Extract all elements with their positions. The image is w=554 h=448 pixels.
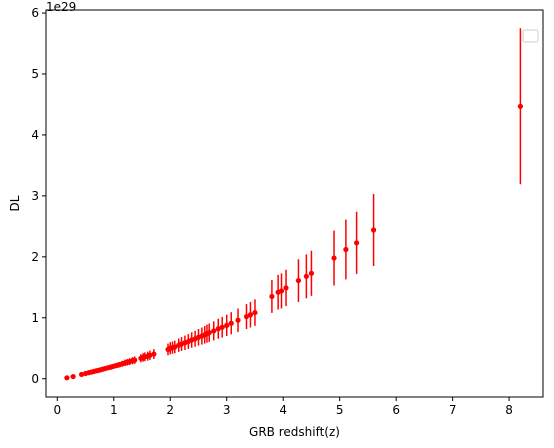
data-point bbox=[354, 240, 360, 246]
x-axis-label: GRB redshift(z) bbox=[249, 425, 340, 439]
data-point bbox=[331, 255, 337, 261]
marker-group bbox=[64, 103, 524, 381]
data-point bbox=[308, 270, 315, 276]
y-tick-label: 6 bbox=[31, 6, 39, 20]
data-point bbox=[211, 328, 217, 334]
x-tick-label: 1 bbox=[110, 403, 118, 417]
data-point bbox=[132, 357, 138, 363]
data-point bbox=[252, 309, 258, 316]
x-tick-label: 7 bbox=[449, 403, 457, 417]
data-point bbox=[283, 285, 289, 291]
y-tick-label: 0 bbox=[31, 372, 39, 386]
x-tick-label: 8 bbox=[505, 403, 513, 417]
data-point bbox=[269, 293, 275, 300]
data-point bbox=[303, 273, 309, 279]
x-tick-label: 6 bbox=[392, 403, 400, 417]
x-axis-ticks: 0 1 2 3 4 5 6 7 8 bbox=[53, 397, 513, 417]
y-axis-label: DL bbox=[8, 195, 22, 211]
legend-box bbox=[522, 29, 539, 43]
y-axis-ticks: 0 1 2 3 4 5 6 bbox=[31, 6, 46, 386]
data-point bbox=[343, 246, 349, 253]
data-point bbox=[70, 373, 76, 380]
data-point bbox=[243, 313, 250, 320]
data-point bbox=[295, 277, 302, 284]
data-point bbox=[64, 375, 70, 381]
data-point bbox=[147, 352, 153, 358]
x-tick-label: 2 bbox=[166, 403, 174, 417]
data-point bbox=[224, 322, 230, 328]
y-tick-label: 3 bbox=[31, 189, 39, 203]
data-point bbox=[517, 103, 524, 109]
x-tick-label: 5 bbox=[336, 403, 344, 417]
y-tick-label: 1 bbox=[31, 311, 39, 325]
data-point bbox=[215, 326, 221, 332]
data-point bbox=[172, 344, 178, 350]
errorbar-group bbox=[66, 28, 522, 379]
data-point bbox=[228, 320, 234, 326]
x-tick-label: 3 bbox=[223, 403, 231, 417]
data-point bbox=[247, 312, 254, 318]
data-point bbox=[278, 288, 285, 294]
data-point bbox=[235, 317, 241, 323]
y-tick-label: 5 bbox=[31, 67, 39, 81]
y-offset-label: 1e29 bbox=[46, 0, 76, 14]
data-point bbox=[78, 371, 85, 378]
data-point bbox=[219, 324, 225, 330]
plot-frame bbox=[45, 9, 544, 398]
x-tick-label: 0 bbox=[53, 403, 61, 417]
y-tick-label: 2 bbox=[31, 250, 39, 264]
data-point bbox=[151, 351, 157, 357]
y-tick-label: 4 bbox=[31, 128, 39, 142]
x-tick-label: 4 bbox=[279, 403, 287, 417]
data-point bbox=[206, 330, 212, 336]
data-point bbox=[370, 227, 377, 233]
